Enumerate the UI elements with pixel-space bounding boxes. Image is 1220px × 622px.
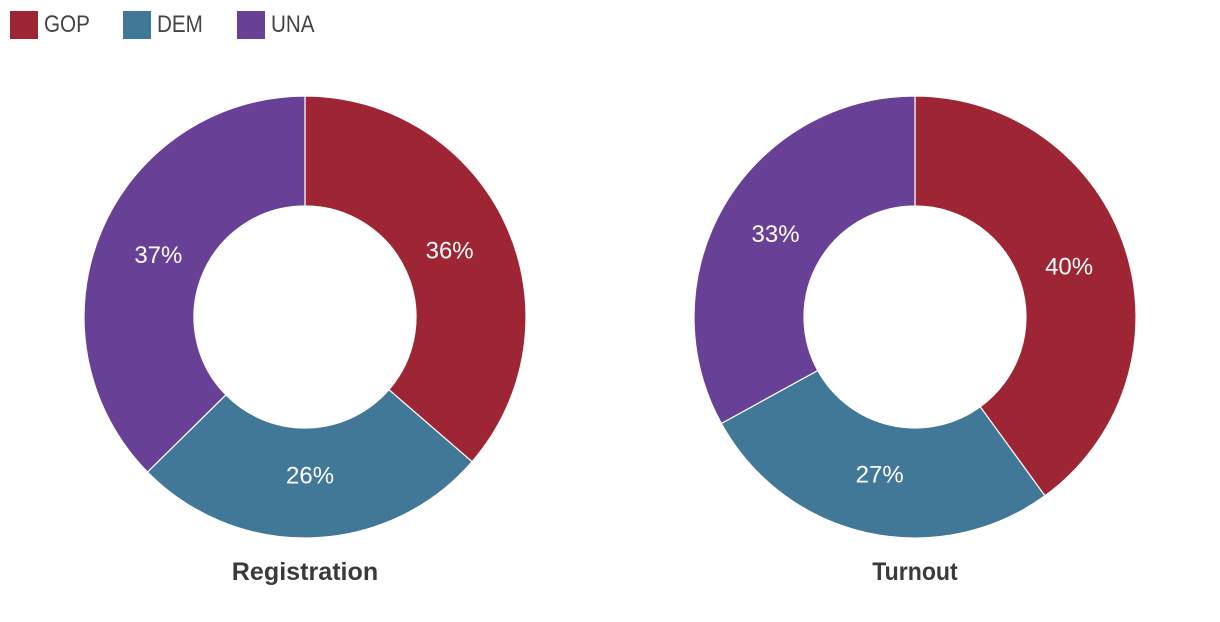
- slice-gop: [914, 95, 1137, 497]
- slice-label-una: 33%: [752, 221, 800, 248]
- slice-dem: [146, 388, 473, 539]
- slice-label-gop: 36%: [426, 237, 474, 264]
- slice-label-gop: 40%: [1045, 253, 1093, 280]
- slice-dem: [720, 369, 1046, 539]
- legend-label-gop: GOP: [44, 11, 90, 38]
- slice-gop: [304, 95, 527, 463]
- legend-item-gop: GOP: [10, 11, 97, 39]
- donut-chart-turnout: 40% 27% 33% Turnout: [693, 95, 1137, 586]
- legend-swatch-gop: [10, 11, 38, 39]
- slice-label-una: 37%: [134, 242, 182, 269]
- slice-una: [83, 95, 306, 473]
- legend-label-una: UNA: [270, 11, 315, 38]
- legend-swatch-una: [236, 11, 265, 39]
- slice-label-dem: 26%: [286, 462, 334, 489]
- legend-item-una: UNA: [236, 11, 322, 39]
- donut-chart-registration: 36% 26% 37% Registration: [83, 95, 527, 586]
- slice-una: [693, 95, 916, 425]
- chart-title-turnout: Turnout: [872, 558, 958, 586]
- slice-label-dem: 27%: [856, 462, 904, 489]
- legend-label-dem: DEM: [157, 11, 204, 38]
- legend: GOP DEM UNA: [10, 10, 347, 40]
- chart-title-registration: Registration: [232, 558, 378, 586]
- legend-item-dem: DEM: [123, 11, 210, 39]
- legend-swatch-dem: [123, 11, 152, 39]
